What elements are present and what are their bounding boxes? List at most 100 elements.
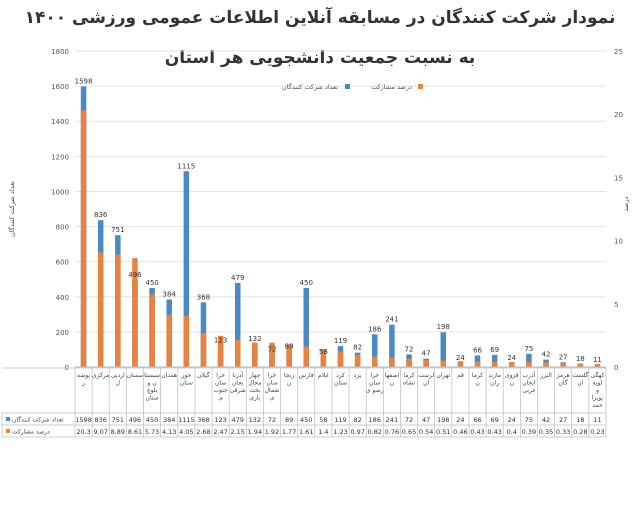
table-value-percent: 1.61 xyxy=(299,428,313,436)
data-label-count: 58 xyxy=(319,348,328,356)
bar-percent xyxy=(440,360,447,367)
y2-tick-label: 25 xyxy=(614,48,623,56)
table-value-count: 450 xyxy=(300,416,312,424)
data-label-count: 450 xyxy=(145,279,158,287)
x-tick-label: همدان xyxy=(161,372,177,379)
table-value-count: 450 xyxy=(146,416,158,424)
bar-percent xyxy=(97,252,104,367)
x-tick-label: سمنان xyxy=(127,372,144,379)
data-label-count: 24 xyxy=(456,354,465,362)
table-value-count: 241 xyxy=(386,416,398,424)
table-value-count: 1115 xyxy=(178,416,195,424)
data-label-count: 1598 xyxy=(75,77,93,85)
table-value-percent: 0.35 xyxy=(539,428,553,436)
bar-percent xyxy=(389,357,395,367)
table-value-percent: 2.15 xyxy=(230,428,244,436)
x-tick-label: کرما ن xyxy=(472,372,483,387)
bar-percent xyxy=(200,333,207,367)
bar-count xyxy=(491,354,498,367)
table-value-percent: 2.47 xyxy=(213,428,227,436)
y-axis-label: تعداد شرکت کنندگان xyxy=(8,181,16,237)
bar-percent xyxy=(372,356,378,367)
y-tick-label: 1200 xyxy=(51,153,69,161)
bar-percent xyxy=(286,344,292,367)
data-label-count: 751 xyxy=(111,226,124,234)
bar-count xyxy=(183,171,190,367)
table-value-count: 69 xyxy=(491,416,499,424)
y-tick-label: 1400 xyxy=(51,118,69,126)
x-tick-label: خرا سان جنوب ی xyxy=(213,372,228,402)
data-label-count: 89 xyxy=(285,342,294,350)
data-label-count: 241 xyxy=(385,316,398,324)
x-tick-label: کهگی لویه و بویرا حمد xyxy=(590,371,604,409)
x-tick-label: اصفها ن xyxy=(385,372,400,387)
table-value-percent: 8.89 xyxy=(111,428,125,436)
table-value-percent: 9.07 xyxy=(93,428,107,436)
table-value-percent: 4.05 xyxy=(179,428,193,436)
bar-percent xyxy=(509,361,515,367)
bar-percent xyxy=(269,342,275,367)
bar-percent xyxy=(320,349,327,367)
table-value-percent: 1.94 xyxy=(248,428,262,436)
table-value-count: 119 xyxy=(334,416,346,424)
bar-count xyxy=(526,353,532,367)
bar-percent xyxy=(217,335,224,367)
bar-percent xyxy=(423,360,429,367)
y-tick-label: 200 xyxy=(56,329,69,337)
y-tick-label: 1800 xyxy=(51,48,69,56)
table-value-count: 27 xyxy=(559,416,567,424)
chart-title: نمودار شرکت کنندگان در مسابقه آنلاین اطل… xyxy=(24,8,616,28)
table-row-label-count: تعداد شرکت کنندگان xyxy=(12,416,64,424)
table-value-percent: 0.51 xyxy=(436,428,450,436)
bar-count xyxy=(474,355,481,367)
table-value-count: 751 xyxy=(112,416,124,424)
table-value-percent: 0.76 xyxy=(385,428,399,436)
bar-count xyxy=(303,288,309,367)
table-value-count: 198 xyxy=(437,416,449,424)
y2-tick-label: 10 xyxy=(614,238,623,246)
x-tick-label: مازند ران xyxy=(488,372,501,387)
bar-percent xyxy=(132,258,138,367)
y2-tick-label: 15 xyxy=(614,174,623,182)
data-label-count: 72 xyxy=(268,345,277,353)
data-label-count: 479 xyxy=(231,274,244,282)
table-value-percent: 4.13 xyxy=(162,428,176,436)
chart-subtitle: به نسبت جمعیت دانشجویی هر استان xyxy=(164,48,476,68)
table-value-percent: 0.82 xyxy=(368,428,382,436)
table-value-count: 18 xyxy=(576,416,584,424)
table-value-percent: 1.77 xyxy=(282,428,296,436)
table-value-percent: 5.73 xyxy=(145,428,159,436)
table-value-count: 47 xyxy=(422,416,430,424)
table-value-count: 836 xyxy=(94,416,106,424)
x-tick-label: گیلان xyxy=(197,371,210,379)
table-value-percent: 0.4 xyxy=(507,428,517,436)
y-tick-label: 1000 xyxy=(51,188,69,196)
y-tick-label: 600 xyxy=(56,259,69,267)
bar-percent xyxy=(337,351,344,367)
table-value-percent: 0.28 xyxy=(573,428,587,436)
bar-percent xyxy=(560,362,566,367)
bar-percent xyxy=(474,361,481,367)
data-label-count: 42 xyxy=(542,351,551,359)
table-value-count: 58 xyxy=(319,416,327,424)
bar-percent xyxy=(354,354,361,367)
table-row-label-percent: درصد مشارکت xyxy=(12,429,50,436)
bar-count xyxy=(372,334,378,367)
data-label-count: 72 xyxy=(405,345,414,353)
x-tick-label: بوشه ر xyxy=(77,372,90,387)
x-tick-label: آذربا یجان شرقی xyxy=(230,370,246,394)
bar-percent xyxy=(303,346,309,367)
table-value-count: 11 xyxy=(593,416,601,424)
x-tick-label: قم xyxy=(457,372,464,379)
x-tick-label: لرست ان xyxy=(418,372,434,387)
table-value-percent: 1.23 xyxy=(333,428,347,436)
bar-percent xyxy=(149,294,155,367)
data-label-count: 82 xyxy=(353,344,362,352)
data-label-count: 11 xyxy=(593,356,602,364)
x-tick-label: یزد xyxy=(354,372,362,379)
legend-label-count: تعداد شرکت کنندگان xyxy=(282,83,338,91)
table-row-swatch-percent xyxy=(6,429,10,433)
data-label-count: 47 xyxy=(422,350,431,358)
x-tick-label: هرمز گان xyxy=(556,372,570,387)
